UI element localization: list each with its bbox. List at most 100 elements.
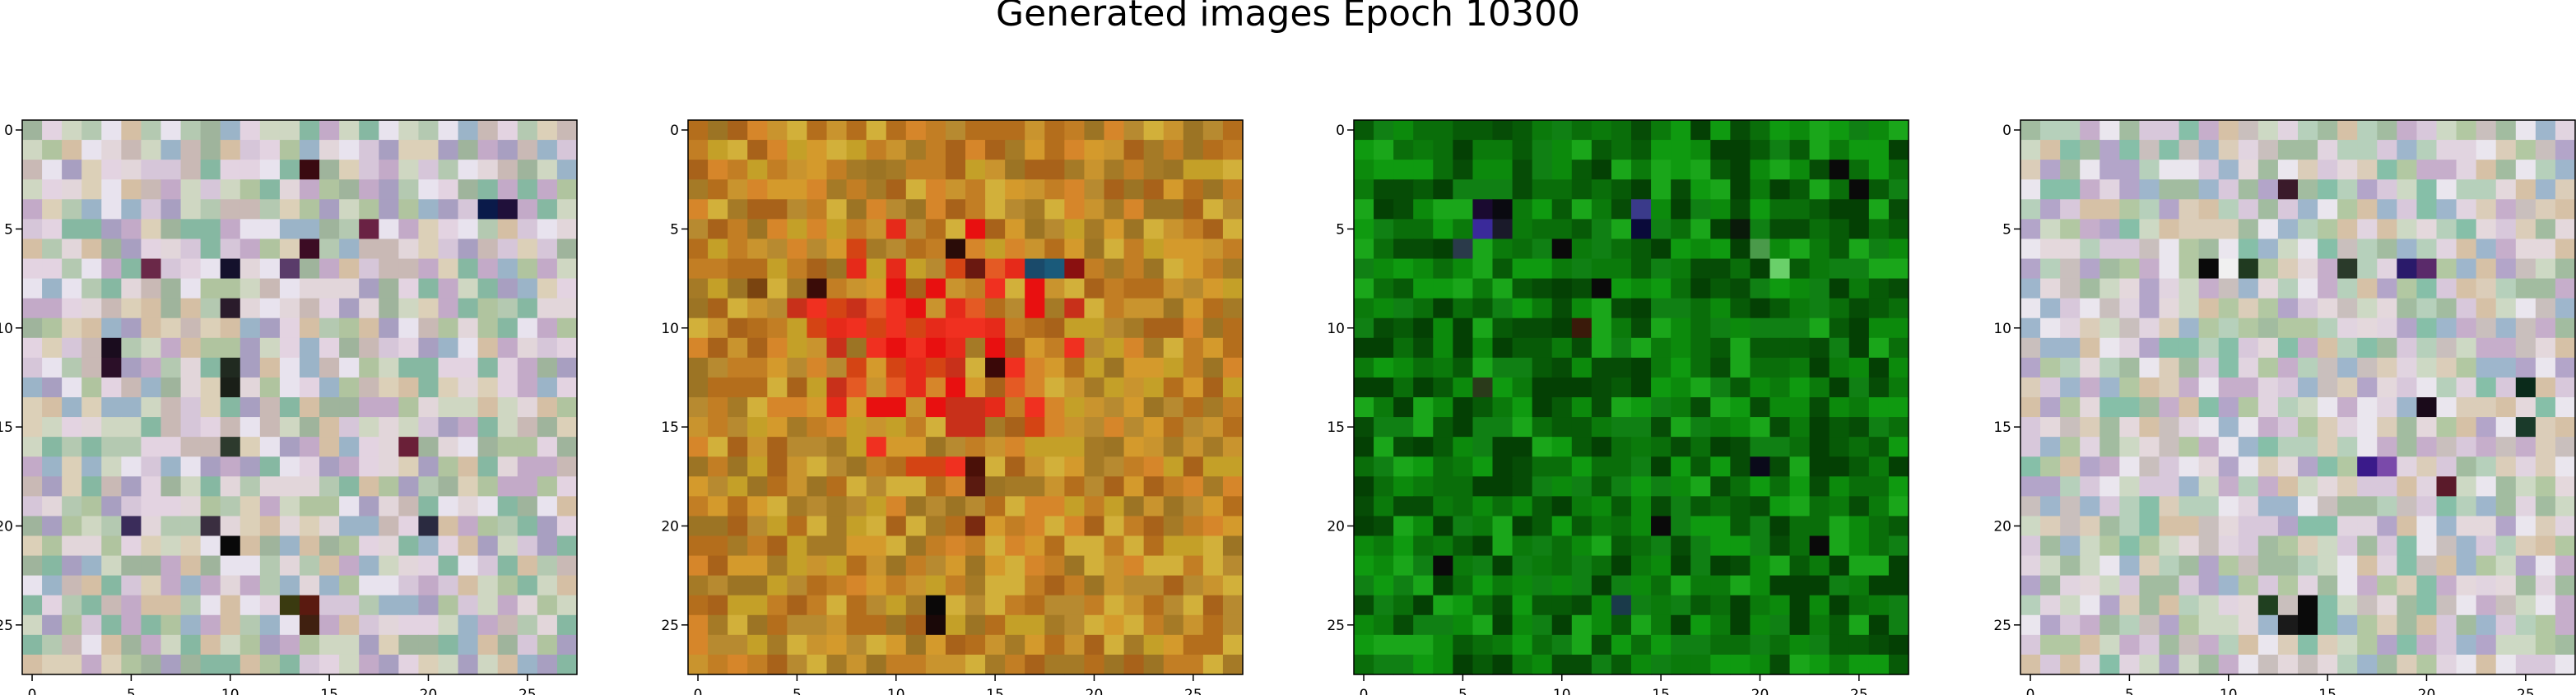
pixel-cell [1163, 595, 1184, 616]
pixel-cell [1222, 199, 1244, 220]
pixel-cell [2139, 337, 2160, 359]
pixel-cell [359, 317, 379, 339]
pixel-cell [180, 337, 202, 359]
pixel-cell [1025, 278, 1045, 299]
pixel-cell [905, 496, 927, 517]
pixel-cell [2277, 476, 2299, 497]
pixel-cell [985, 357, 1006, 378]
pixel-cell [259, 575, 281, 596]
pixel-cell [1829, 120, 1850, 141]
pixel-cell [1651, 258, 1672, 280]
pixel-cell [121, 417, 142, 438]
pixel-cell [497, 160, 518, 180]
pixel-cell [1222, 496, 1244, 517]
pixel-cell [866, 496, 887, 517]
pixel-cell [708, 417, 728, 438]
pixel-cell [259, 377, 281, 398]
pixel-cell [1163, 258, 1184, 280]
pixel-cell [1848, 140, 1870, 160]
pixel-cell [497, 555, 518, 577]
pixel-cell [1044, 575, 1065, 596]
pixel-cell [1671, 258, 1691, 280]
pixel-cell [1532, 614, 1553, 636]
pixel-cell [747, 179, 768, 200]
pixel-cell [866, 179, 887, 200]
pixel-cell [2159, 417, 2180, 438]
pixel-cell [2495, 199, 2517, 220]
pixel-cell [708, 120, 728, 141]
pixel-cell [2119, 654, 2141, 675]
pixel-cell [787, 298, 808, 319]
pixel-cell [1143, 258, 1165, 280]
pixel-cell [2040, 614, 2061, 636]
pixel-cell [807, 140, 828, 160]
pixel-cell [279, 397, 300, 418]
pixel-cell [339, 575, 360, 596]
pixel-cell [2436, 535, 2457, 557]
pixel-cell [1453, 377, 1474, 398]
pixel-cell [141, 199, 162, 220]
pixel-cell [1611, 654, 1632, 675]
pixel-cell [101, 575, 122, 596]
pixel-cell [2198, 199, 2220, 220]
pixel-cell [807, 120, 828, 141]
pixel-cell [1433, 278, 1453, 299]
pixel-cell [359, 337, 379, 359]
pixel-cell [2377, 179, 2397, 200]
pixel-cell [728, 298, 748, 319]
pixel-cell [339, 160, 360, 180]
pixel-cell [2218, 437, 2239, 457]
pixel-cell [1354, 417, 1374, 438]
pixel-cell [2357, 120, 2378, 141]
pixel-cell [22, 160, 43, 180]
pixel-cell [826, 496, 848, 517]
pixel-cell [905, 397, 927, 418]
pixel-cell [1551, 219, 1573, 240]
pixel-cell [846, 317, 867, 339]
pixel-cell [965, 357, 986, 378]
pixel-cell [1750, 199, 1771, 220]
pixel-cell [1868, 278, 1890, 299]
pixel-cell [1512, 614, 1533, 636]
pixel-cell [787, 595, 808, 616]
pixel-cell [62, 199, 82, 220]
pixel-cell [359, 278, 379, 299]
x-tick-label: 5 [127, 687, 136, 695]
pixel-cell [1551, 654, 1573, 675]
pixel-cell [101, 496, 122, 517]
pixel-cell [945, 614, 966, 636]
pixel-cell [101, 397, 122, 418]
pixel-cell [2495, 298, 2517, 319]
pixel-cell [747, 317, 768, 339]
pixel-cell [2198, 555, 2220, 577]
pixel-cell [1163, 437, 1184, 457]
pixel-cell [2298, 298, 2318, 319]
pixel-cell [141, 456, 162, 477]
pixel-cell [1453, 199, 1474, 220]
pixel-cell [886, 199, 907, 220]
pixel-cell [1829, 239, 1850, 260]
pixel-cell [2495, 456, 2517, 477]
pixel-cell [1472, 140, 1494, 160]
pixel-cell [398, 555, 420, 577]
pixel-cell [42, 160, 63, 180]
pixel-cell [1789, 456, 1811, 477]
pixel-cell [1064, 516, 1086, 537]
pixel-cell [2139, 357, 2160, 378]
pixel-cell [438, 535, 459, 557]
pixel-cell [1809, 377, 1830, 398]
pixel-cell [2198, 516, 2220, 537]
pixel-cell [985, 317, 1006, 339]
pixel-cell [905, 417, 927, 438]
pixel-cell [1888, 239, 1909, 260]
pixel-cell [359, 555, 379, 577]
pixel-cell [2178, 377, 2200, 398]
pixel-cell [1123, 456, 1145, 477]
pixel-cell [1354, 337, 1374, 359]
pixel-cell [101, 516, 122, 537]
pixel-cell [1143, 417, 1165, 438]
pixel-cell [2515, 654, 2536, 675]
pixel-cell [1532, 357, 1553, 378]
pixel-cell [1848, 199, 1870, 220]
pixel-cell [2535, 614, 2556, 636]
